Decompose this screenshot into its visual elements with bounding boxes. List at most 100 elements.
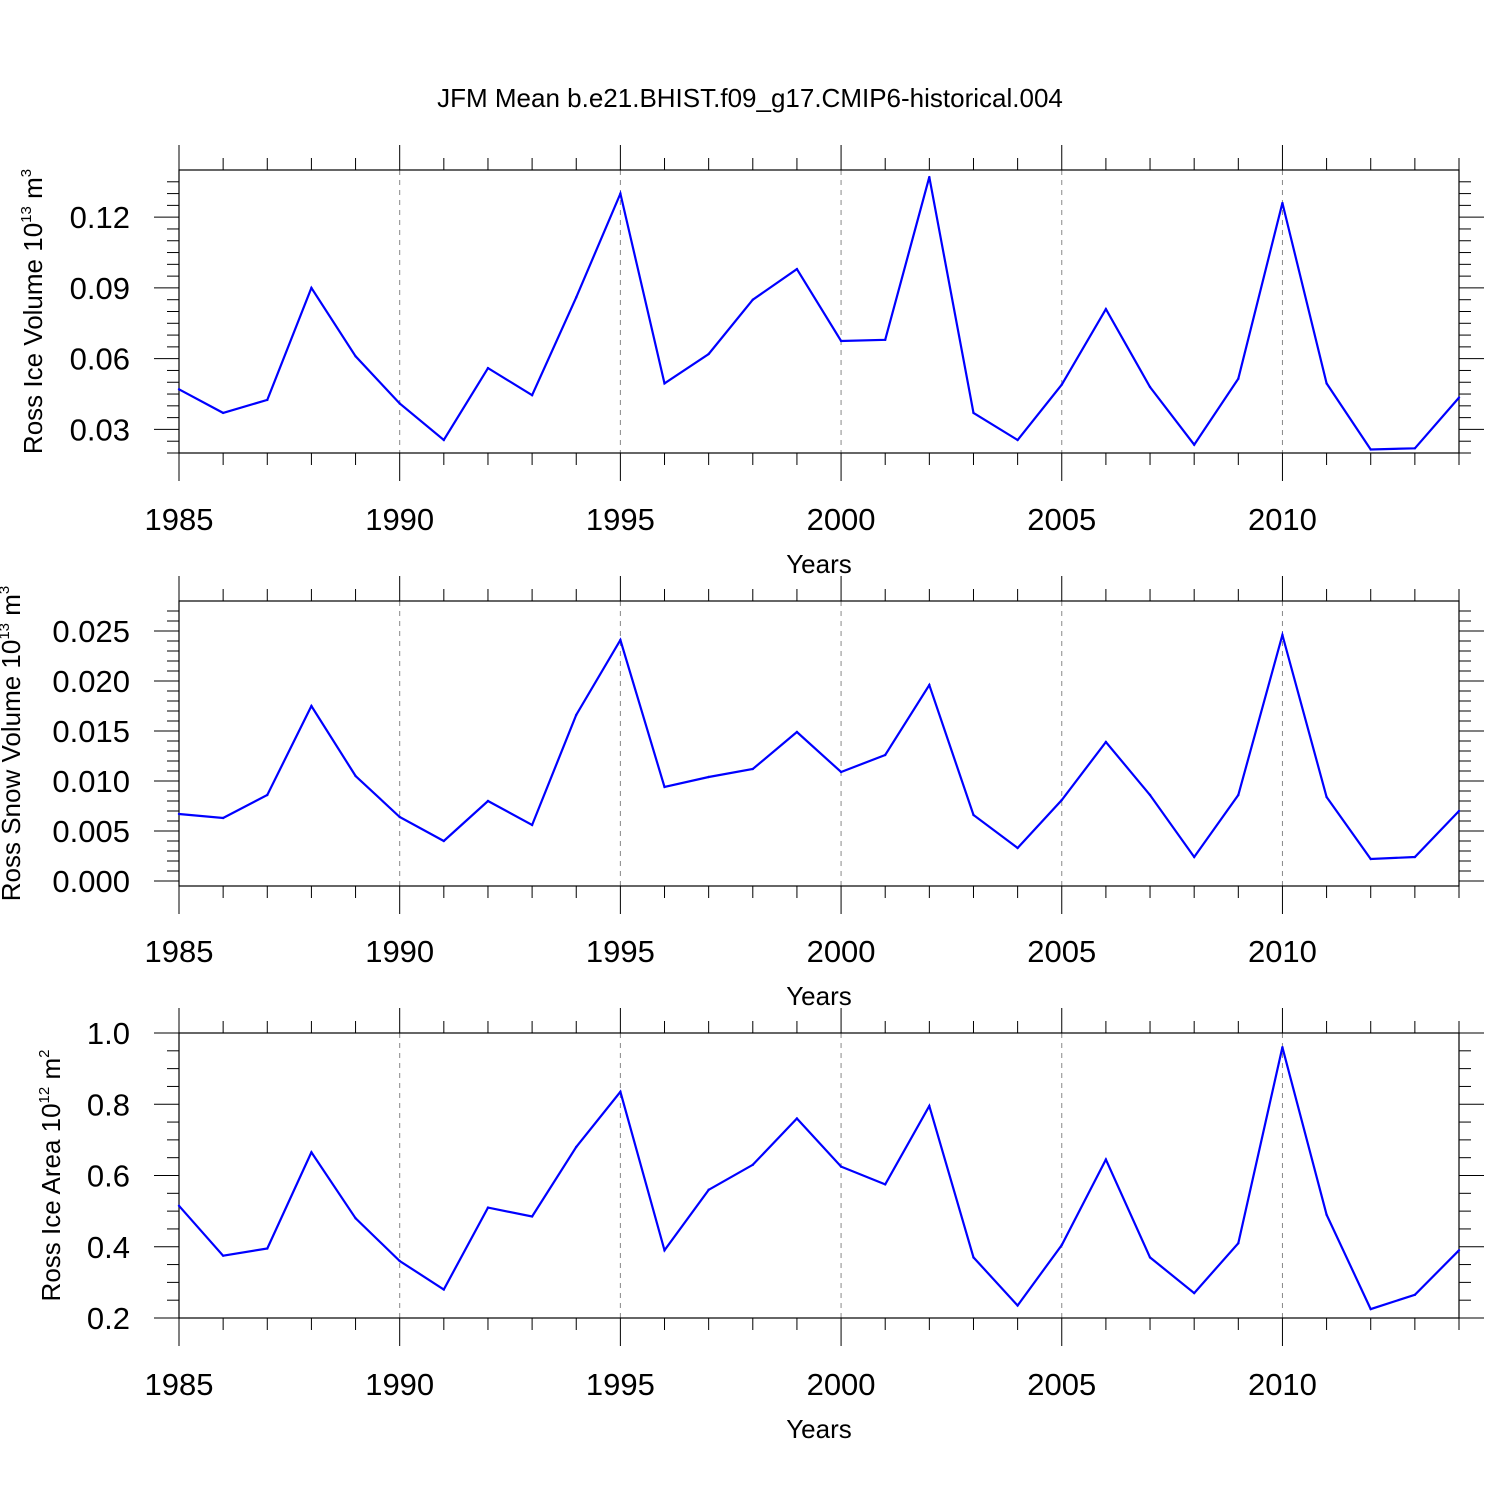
data-point: [1281, 633, 1284, 637]
y-axis-label-unit: m: [36, 1058, 66, 1087]
y-tick-label: 0.2: [87, 1301, 130, 1336]
data-point: [310, 1151, 313, 1154]
y-tick-label: 0.12: [70, 200, 130, 235]
data-point: [707, 775, 710, 779]
data-point: [972, 1256, 975, 1259]
data-point: [1104, 307, 1108, 311]
data-point: [310, 286, 313, 290]
chart-title: JFM Mean b.e21.BHIST.f09_g17.CMIP6-histo…: [437, 83, 1063, 113]
x-axis-label: Years: [786, 549, 852, 579]
data-point: [1457, 1249, 1461, 1252]
series-line: [178, 1047, 1460, 1311]
x-tick-label: 1985: [145, 1367, 214, 1402]
data-point: [1016, 846, 1019, 850]
y-tick-label: 0.020: [52, 664, 130, 699]
data-point: [1104, 1158, 1108, 1161]
data-point: [530, 394, 534, 397]
data-point: [928, 683, 931, 687]
x-tick-label: 1985: [145, 502, 214, 537]
data-point: [884, 338, 887, 341]
data-point: [751, 298, 754, 301]
y-tick-label: 0.005: [52, 814, 130, 849]
y-tick-label: 0.025: [52, 614, 130, 649]
data-point: [575, 1145, 578, 1149]
plot-frame: [178, 169, 1460, 454]
x-axis-label: Years: [786, 981, 852, 1011]
data-point: [310, 704, 313, 708]
data-point: [177, 1204, 181, 1207]
data-point: [442, 839, 446, 843]
data-point: [1369, 448, 1372, 451]
data-point: [266, 1247, 269, 1250]
data-point: [1192, 443, 1196, 446]
data-point: [619, 638, 622, 642]
data-point: [1060, 1243, 1063, 1247]
data-point: [1325, 382, 1328, 385]
data-point: [839, 770, 843, 774]
y-axis-label-unit: m: [18, 177, 48, 206]
x-tick-label: 1990: [365, 934, 434, 969]
data-point: [221, 816, 225, 820]
data-point: [221, 1254, 225, 1257]
data-point: [707, 352, 710, 356]
data-point: [1237, 1241, 1240, 1245]
panel-ice-area: 1985 1990 1995 2000 2005 2010 Years 0.2 0.4 0.6 0.…: [36, 1008, 1484, 1444]
data-point: [266, 793, 269, 797]
y-axis-label: Ross Ice Volume 1013 m3: [18, 169, 48, 454]
data-point: [1457, 809, 1461, 813]
data-point: [486, 366, 490, 370]
y-axis-label-unit-exponent: 3: [18, 169, 35, 177]
x-tick-label: 1985: [145, 934, 214, 969]
data-point: [575, 713, 578, 717]
data-point: [795, 267, 799, 271]
data-point: [795, 730, 799, 734]
plot-frame: [178, 1032, 1460, 1319]
x-tick-label: 1995: [586, 934, 655, 969]
y-tick-label: 0.09: [70, 271, 130, 306]
data-point: [354, 774, 357, 778]
panel-ice-volume: 1985 1990 1995 2000 2005 2010 Years 0.03 0.06 0.0…: [18, 145, 1484, 579]
data-point: [972, 813, 975, 817]
data-point: [1457, 396, 1461, 399]
x-tick-label: 1990: [365, 1367, 434, 1402]
y-axis-label-exponent: 13: [0, 623, 13, 640]
x-tick-label: 2000: [807, 934, 876, 969]
y-axis-label-main: Ross Ice Volume 10: [18, 223, 48, 454]
data-point: [1281, 201, 1284, 205]
y-axis-label-unit: m: [0, 594, 26, 623]
data-point: [751, 767, 754, 771]
data-point: [398, 402, 401, 405]
x-tick-label: 1995: [586, 1367, 655, 1402]
data-point: [795, 1117, 799, 1120]
data-point: [1060, 798, 1063, 802]
data-point: [1325, 795, 1328, 799]
data-point: [354, 355, 357, 358]
y-axis-label-exponent: 12: [36, 1087, 53, 1104]
y-tick-label: 0.8: [87, 1087, 130, 1122]
data-point: [354, 1217, 357, 1220]
data-point: [1369, 1307, 1372, 1311]
data-point: [398, 1259, 401, 1263]
data-point: [928, 1104, 931, 1108]
data-point: [1104, 740, 1108, 744]
data-point: [839, 339, 843, 343]
data-point: [619, 192, 622, 195]
y-axis-label: Ross Snow Volume 1013 m3: [0, 586, 26, 902]
data-point: [663, 382, 666, 385]
y-axis-label-exponent: 13: [18, 206, 35, 223]
data-point: [398, 815, 401, 819]
data-point: [751, 1163, 754, 1167]
data-point: [1237, 793, 1240, 797]
data-point: [177, 812, 181, 816]
data-point: [1237, 377, 1240, 380]
data-point: [530, 1215, 534, 1218]
data-point: [707, 1188, 710, 1191]
data-point: [884, 753, 887, 757]
data-point: [972, 411, 975, 415]
data-point: [839, 1165, 843, 1168]
x-tick-label: 1995: [586, 502, 655, 537]
y-tick-label: 0.010: [52, 764, 130, 799]
data-point: [442, 438, 446, 442]
data-point: [928, 175, 931, 179]
